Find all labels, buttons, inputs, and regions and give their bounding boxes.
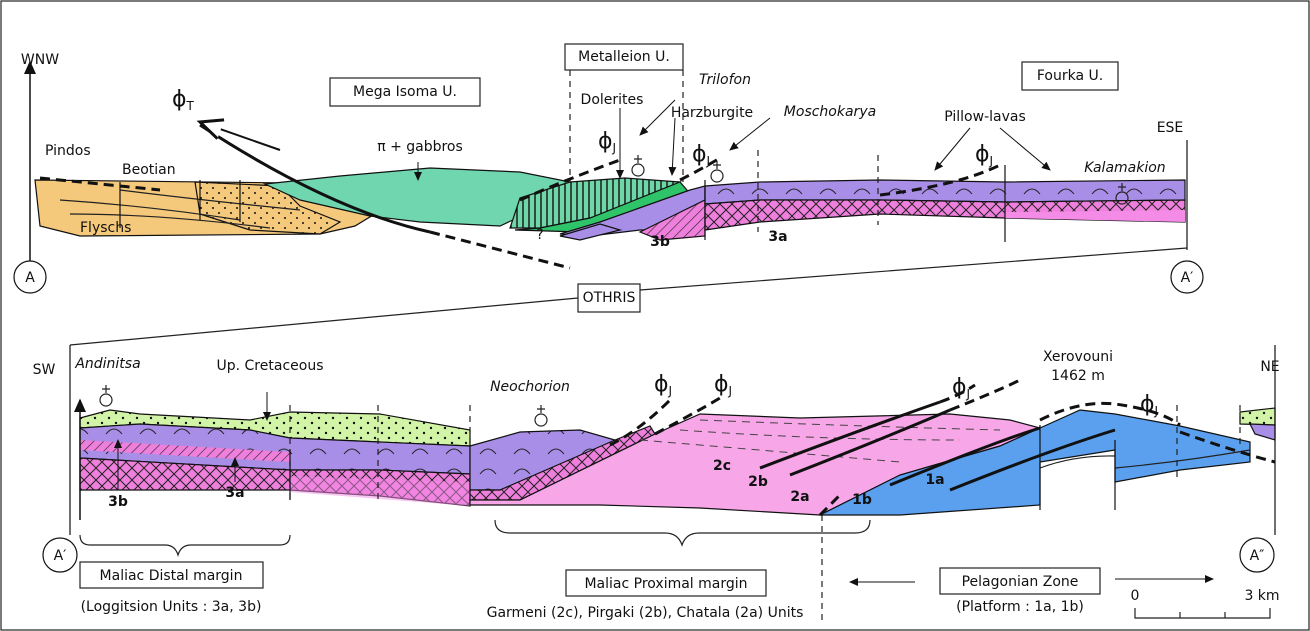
fault-subscript: J — [706, 154, 711, 168]
geo-label: Pillow-lavas — [944, 109, 1026, 125]
unit-code: 2a — [790, 489, 809, 505]
fault-symbol: ϕ — [172, 87, 187, 112]
fault-symbol: ϕ — [952, 375, 967, 400]
geo-label: Beotian — [122, 162, 176, 178]
unit-code: 2b — [748, 474, 768, 490]
unit-code: 3a — [225, 485, 244, 501]
fault-symbol: ϕ — [598, 129, 613, 154]
fault-subscript: J — [668, 384, 673, 398]
domain-title: Maliac Proximal margin — [584, 576, 747, 592]
fault-symbol: ϕ — [975, 142, 990, 167]
cross-section-figure: WNW ESE A A′ Mega Isoma U. Metalleion U.… — [0, 0, 1310, 631]
unit-code: 3b — [108, 494, 128, 510]
locality: Neochorion — [490, 379, 570, 395]
unit-label: Fourka U. — [1037, 68, 1103, 84]
unit-label: Mega Isoma U. — [353, 84, 457, 100]
geo-label: π + gabbros — [377, 139, 463, 155]
unit-code: 2c — [713, 458, 731, 474]
unit-label: Metalleion U. — [578, 49, 670, 65]
unit-code: 1a — [925, 472, 944, 488]
fault-symbol: ϕ — [692, 142, 707, 167]
fault-symbol: ϕ — [654, 372, 669, 397]
geo-label: Harzburgite — [671, 105, 753, 121]
locality: Kalamakion — [1084, 160, 1165, 176]
geo-label: 1462 m — [1051, 368, 1105, 384]
orientation-label: ESE — [1157, 120, 1184, 136]
domain-title: Pelagonian Zone — [962, 574, 1079, 590]
fault-symbol: ϕ — [714, 372, 729, 397]
domain-subtitle: (Platform : 1a, 1b) — [956, 599, 1084, 615]
geo-label: ? — [536, 227, 543, 243]
unit-code: 3a — [768, 229, 787, 245]
fault-subscript: J — [966, 387, 971, 401]
locality: Andinitsa — [74, 356, 140, 372]
domain-title: Maliac Distal margin — [100, 568, 243, 584]
geo-label: Up. Cretaceous — [217, 358, 324, 374]
fault-subscript: T — [186, 99, 195, 113]
section-point: A″ — [1250, 548, 1265, 564]
geo-label: Flyschs — [80, 220, 131, 236]
geo-label: Dolerites — [581, 92, 644, 108]
section-point: A′ — [1181, 270, 1194, 286]
orientation-label: SW — [33, 362, 56, 378]
locality: Moschokarya — [784, 104, 876, 120]
section-point: A′ — [54, 548, 67, 564]
scale-label: 3 km — [1244, 588, 1279, 604]
fault-subscript: J — [989, 154, 994, 168]
fault-subscript: J — [728, 384, 733, 398]
fault-subscript: J — [1154, 404, 1159, 418]
section-point: A — [25, 270, 35, 286]
scale-label: 0 — [1131, 588, 1140, 604]
locality: Trilofon — [699, 72, 751, 88]
domain-subtitle: (Loggitsion Units : 3a, 3b) — [81, 599, 262, 615]
domain-subtitle: Garmeni (2c), Pirgaki (2b), Chatala (2a)… — [487, 605, 804, 621]
frame — [1, 1, 1309, 630]
orientation-label: WNW — [21, 52, 59, 68]
section-name: OTHRIS — [583, 290, 636, 306]
orientation-label: NE — [1260, 359, 1279, 375]
fault-subscript: J — [612, 141, 617, 155]
geo-label: Xerovouni — [1043, 349, 1113, 365]
unit-code: 1b — [852, 492, 872, 508]
unit-code: 3b — [650, 234, 670, 250]
fault-symbol: ϕ — [1140, 392, 1155, 417]
geo-label: Pindos — [45, 143, 91, 159]
